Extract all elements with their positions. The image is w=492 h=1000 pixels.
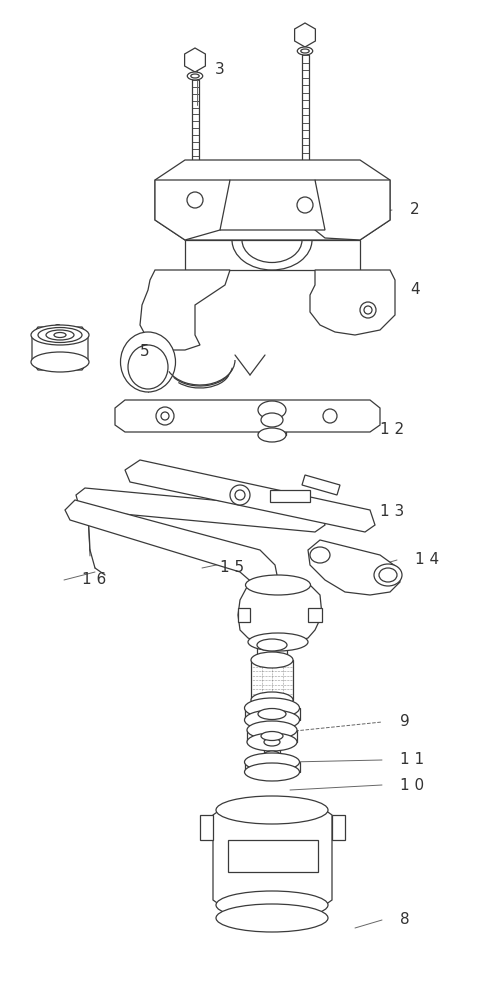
Ellipse shape [257, 654, 287, 666]
Polygon shape [295, 23, 315, 47]
Ellipse shape [216, 904, 328, 932]
Ellipse shape [245, 753, 300, 771]
Text: 4: 4 [410, 282, 420, 298]
Ellipse shape [31, 325, 89, 345]
Ellipse shape [261, 732, 283, 740]
Polygon shape [155, 180, 230, 240]
Polygon shape [308, 608, 322, 622]
Text: 2: 2 [410, 202, 420, 218]
Circle shape [364, 306, 372, 314]
Ellipse shape [261, 413, 283, 427]
Circle shape [360, 302, 376, 318]
Polygon shape [332, 815, 345, 840]
Ellipse shape [248, 633, 308, 651]
Polygon shape [65, 500, 278, 588]
Polygon shape [220, 180, 325, 230]
Ellipse shape [54, 332, 66, 338]
Polygon shape [270, 490, 310, 502]
Text: 9: 9 [400, 714, 410, 730]
Polygon shape [238, 608, 250, 622]
Ellipse shape [38, 328, 82, 342]
Ellipse shape [31, 352, 89, 372]
Polygon shape [115, 400, 380, 432]
Text: 1 4: 1 4 [415, 552, 439, 568]
Text: 1 2: 1 2 [380, 422, 404, 438]
Text: 3: 3 [215, 62, 225, 78]
Ellipse shape [301, 49, 309, 53]
Polygon shape [155, 160, 390, 240]
Ellipse shape [264, 738, 280, 746]
Ellipse shape [187, 72, 203, 80]
Polygon shape [200, 815, 213, 840]
Text: 8: 8 [400, 912, 410, 928]
Circle shape [230, 485, 250, 505]
Ellipse shape [374, 564, 402, 586]
Polygon shape [302, 475, 340, 495]
Ellipse shape [246, 575, 310, 595]
Ellipse shape [264, 751, 280, 759]
Text: 5: 5 [140, 344, 150, 360]
Ellipse shape [46, 330, 74, 340]
Ellipse shape [245, 710, 300, 730]
Polygon shape [310, 270, 395, 335]
Ellipse shape [258, 428, 286, 442]
Circle shape [297, 197, 313, 213]
Text: 1 5: 1 5 [220, 560, 244, 576]
Text: 1 0: 1 0 [400, 778, 424, 792]
Ellipse shape [258, 401, 286, 419]
Polygon shape [184, 48, 205, 72]
Ellipse shape [379, 568, 397, 582]
Ellipse shape [310, 547, 330, 563]
Circle shape [323, 409, 337, 423]
Circle shape [187, 192, 203, 208]
Ellipse shape [251, 652, 293, 668]
Ellipse shape [245, 763, 300, 781]
Ellipse shape [258, 708, 286, 720]
Polygon shape [185, 240, 360, 270]
Ellipse shape [121, 332, 176, 392]
Ellipse shape [247, 721, 297, 739]
Polygon shape [315, 180, 390, 240]
Polygon shape [32, 327, 88, 370]
Polygon shape [125, 460, 375, 532]
Ellipse shape [216, 891, 328, 919]
Polygon shape [238, 585, 322, 642]
Ellipse shape [257, 639, 287, 651]
Polygon shape [308, 540, 400, 595]
Circle shape [156, 407, 174, 425]
Ellipse shape [245, 698, 300, 718]
Ellipse shape [247, 733, 297, 751]
Polygon shape [228, 840, 318, 872]
Ellipse shape [191, 74, 199, 78]
Ellipse shape [251, 692, 293, 708]
Text: 1 6: 1 6 [82, 572, 106, 587]
Circle shape [161, 412, 169, 420]
Text: 6: 6 [52, 324, 62, 340]
Text: 1 3: 1 3 [380, 504, 404, 520]
Polygon shape [213, 810, 332, 905]
Text: 1 1: 1 1 [400, 752, 424, 768]
Ellipse shape [297, 47, 313, 55]
Circle shape [235, 490, 245, 500]
Polygon shape [140, 270, 230, 350]
Polygon shape [76, 488, 325, 532]
Ellipse shape [216, 796, 328, 824]
